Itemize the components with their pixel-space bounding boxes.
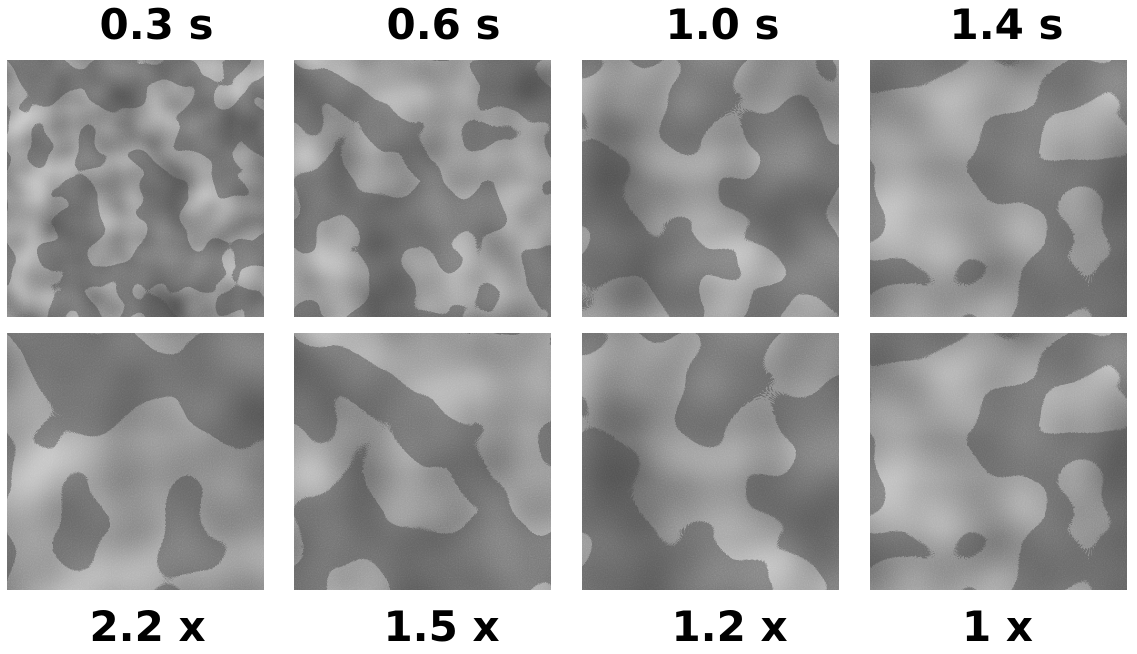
pattern-grain	[7, 333, 264, 590]
pattern-panel-bottom-2	[294, 333, 551, 590]
time-label-4: 1.4 s	[949, 0, 1064, 49]
pattern-panel-top-3	[582, 60, 839, 317]
zoom-label-3: 1.2 x	[671, 602, 788, 651]
zoom-label-2: 1.5 x	[383, 602, 500, 651]
time-label-2: 0.6 s	[386, 0, 501, 49]
pattern-grain	[294, 60, 551, 317]
pattern-grain	[7, 60, 264, 317]
pattern-grain	[870, 333, 1127, 590]
pattern-grain	[582, 60, 839, 317]
time-label-1: 0.3 s	[99, 0, 214, 49]
pattern-panel-top-1	[7, 60, 264, 317]
pattern-panel-top-2	[294, 60, 551, 317]
pattern-panel-bottom-1	[7, 333, 264, 590]
pattern-grain	[294, 333, 551, 590]
time-label-3: 1.0 s	[665, 0, 780, 49]
pattern-panel-bottom-4	[870, 333, 1127, 590]
pattern-grain	[870, 60, 1127, 317]
pattern-panel-top-4	[870, 60, 1127, 317]
pattern-panel-bottom-3	[582, 333, 839, 590]
zoom-label-1: 2.2 x	[89, 602, 206, 651]
zoom-label-4: 1 x	[962, 602, 1033, 651]
pattern-grain	[582, 333, 839, 590]
